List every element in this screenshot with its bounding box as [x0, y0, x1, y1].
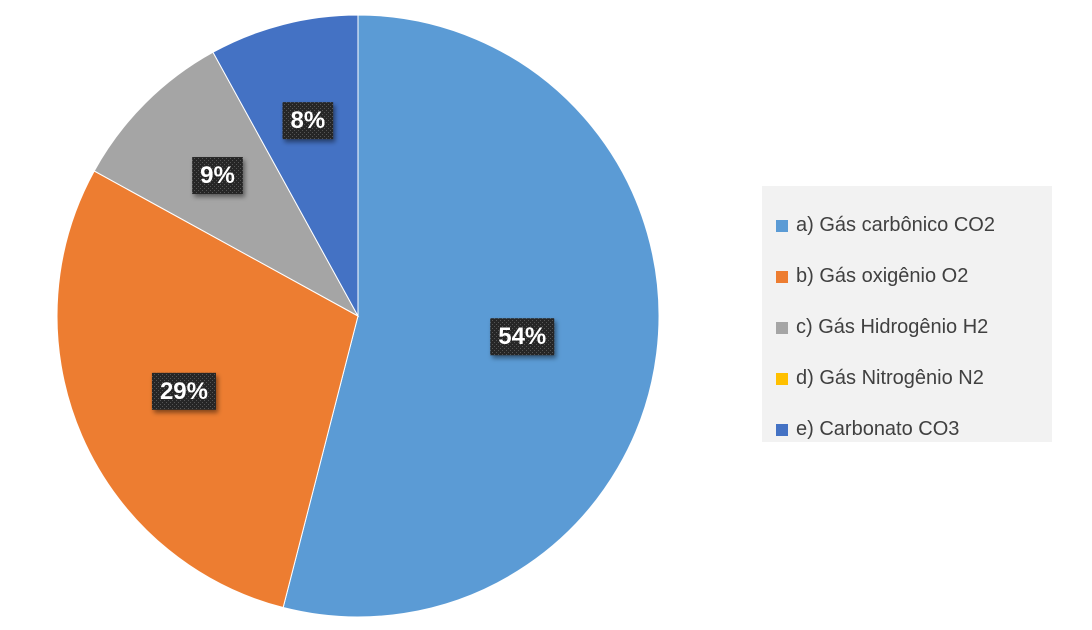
- data-label-box-co3: [282, 102, 334, 140]
- data-label-co2: 54%: [490, 318, 555, 356]
- data-label-box-h2: [192, 157, 243, 195]
- data-label-text-h2: 9%: [200, 162, 235, 189]
- legend-item-h2[interactable]: c) Gás Hidrogênio H2: [776, 302, 1052, 353]
- data-label-text-co2: 54%: [498, 323, 546, 350]
- pie-data-labels: 54% 29% 9% 8%: [151, 102, 555, 410]
- legend-label-h2: c) Gás Hidrogênio H2: [796, 316, 989, 338]
- data-label-box-o2: [151, 372, 216, 410]
- legend-item-o2[interactable]: b) Gás oxigênio O2: [776, 251, 1052, 302]
- pie-slice-co3[interactable]: [212, 14, 359, 317]
- legend-swatch-co3: [776, 423, 788, 436]
- legend-swatch-h2: [776, 321, 788, 334]
- legend-item-co2[interactable]: a) Gás carbônico CO2: [776, 200, 1052, 251]
- pie-slices: [56, 14, 660, 618]
- data-label-o2: 29%: [151, 372, 216, 410]
- data-label-text-o2: 29%: [160, 378, 208, 405]
- legend-swatch-co2: [776, 219, 788, 232]
- data-label-h2: 9%: [192, 157, 243, 195]
- legend-item-n2[interactable]: d) Gás Nitrogênio N2: [776, 353, 1052, 404]
- chart-legend: a) Gás carbônico CO2 b) Gás oxigênio O2 …: [762, 186, 1052, 442]
- legend-label-o2: b) Gás oxigênio O2: [796, 265, 969, 287]
- data-label-text-co3: 8%: [291, 107, 326, 134]
- legend-item-co3[interactable]: e) Carbonato CO3: [776, 404, 1052, 455]
- data-label-box-co2: [490, 318, 555, 356]
- data-label-co3: 8%: [282, 102, 334, 140]
- legend-swatch-o2: [776, 270, 788, 283]
- pie-slice-co2[interactable]: [282, 14, 660, 618]
- legend-label-n2: d) Gás Nitrogênio N2: [796, 367, 984, 389]
- legend-label-co2: a) Gás carbônico CO2: [796, 214, 995, 236]
- legend-swatch-n2: [776, 372, 788, 385]
- legend-label-co3: e) Carbonato CO3: [796, 418, 960, 440]
